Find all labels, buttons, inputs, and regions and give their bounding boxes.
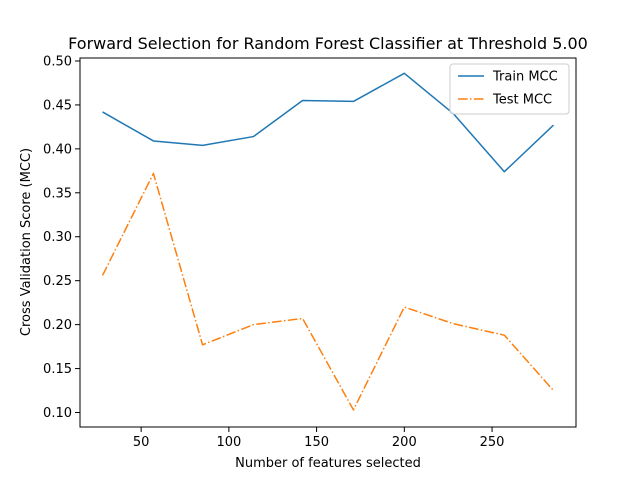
x-tick-label: 250 [480,435,505,450]
x-axis-label: Number of features selected [235,456,421,471]
plot-area [101,72,555,411]
y-tick-label: 0.50 [43,54,72,69]
y-tick-label: 0.15 [43,362,72,377]
x-tick-label: 50 [133,435,150,450]
series-line-test-mcc [101,172,555,411]
y-axis-label: Cross Validation Score (MCC) [19,148,34,336]
legend: Train MCC Test MCC [449,63,570,115]
chart-title: Forward Selection for Random Forest Clas… [68,34,588,53]
x-tick-label: 150 [304,435,329,450]
x-tick-label: 100 [216,435,241,450]
y-tick-label: 0.35 [43,186,72,201]
series-line-train-mcc [102,72,554,173]
legend-label: Test MCC [492,93,552,108]
y-tick-label: 0.45 [43,98,72,113]
legend-label: Train MCC [492,70,558,85]
y-axis: 0.10 0.15 0.20 0.25 0.30 0.35 0.40 0.45 0.50 [43,54,80,421]
y-tick-label: 0.30 [43,230,72,245]
x-axis: 50 100 150 200 250 [133,427,505,450]
x-tick-label: 200 [392,435,417,450]
y-tick-label: 0.10 [43,406,72,421]
y-tick-label: 0.25 [43,274,72,289]
plot-frame [79,57,577,428]
y-tick-label: 0.20 [43,318,72,333]
y-tick-label: 0.40 [43,142,72,157]
